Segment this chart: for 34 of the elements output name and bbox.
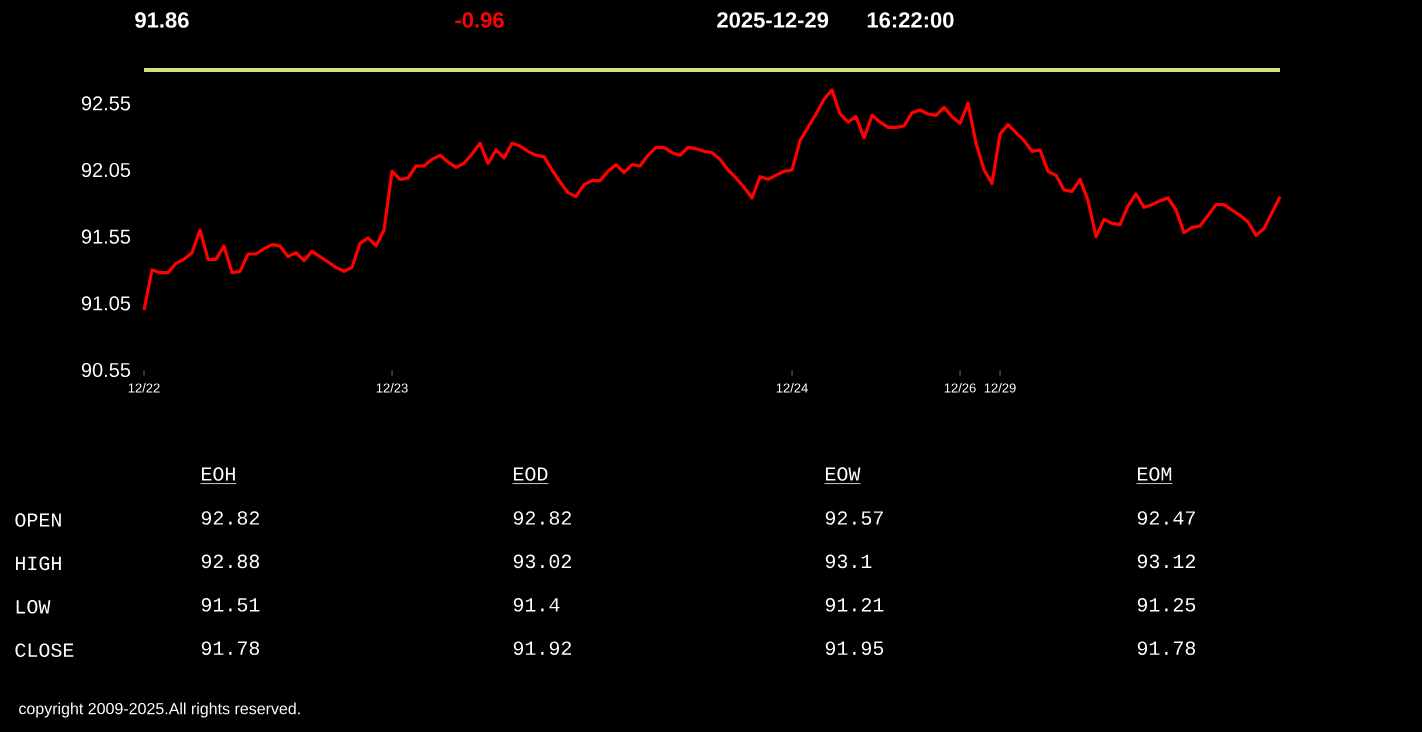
text: -0.96 (455, 12, 504, 28)
data-label: 91.78 (201, 641, 260, 655)
y-tick-label: 90.55 (81, 362, 131, 378)
data-label: 91.51 (201, 598, 260, 612)
data-label: 91.95 (825, 641, 884, 655)
data-label: 93.12 (1137, 554, 1195, 569)
data-label: 92.57 (825, 511, 883, 525)
data-label: 92.88 (201, 554, 260, 569)
y-tick-label: OPEN (15, 513, 61, 527)
x-tick-label: EOD (514, 467, 548, 481)
data-label: 91.4 (513, 598, 560, 612)
text: 2025-12-29 (717, 12, 829, 28)
text: 16:22:00 (867, 12, 954, 28)
x-tick-label: EOH (202, 467, 235, 481)
data-label: 91.78 (1137, 641, 1196, 655)
y-tick-label: HIGH (16, 556, 61, 571)
data-label: 91.25 (1137, 598, 1196, 612)
data-label: 92.47 (1137, 511, 1195, 525)
y-tick-label: 91.55 (81, 229, 131, 244)
data-label: 92.82 (201, 511, 259, 525)
text: copyright 2009-2025.All rights reserved. (19, 702, 300, 718)
data-label: 91.92 (513, 641, 571, 655)
data-label: 93.1 (825, 554, 872, 569)
x-tick-label: EOW (826, 467, 861, 481)
y-tick-label: LOW (16, 600, 51, 614)
y-tick-label: 91.05 (81, 296, 131, 311)
data-label: 91.21 (825, 598, 884, 612)
y-tick-label: 92.05 (81, 162, 131, 178)
y-tick-label: CLOSE (15, 643, 74, 657)
data-label: 92.82 (513, 511, 571, 525)
text: 91.86 (135, 12, 189, 28)
x-tick-label: EOM (1138, 467, 1172, 481)
y-tick-label: 92.55 (81, 96, 131, 111)
data-label: 93.02 (513, 554, 571, 569)
